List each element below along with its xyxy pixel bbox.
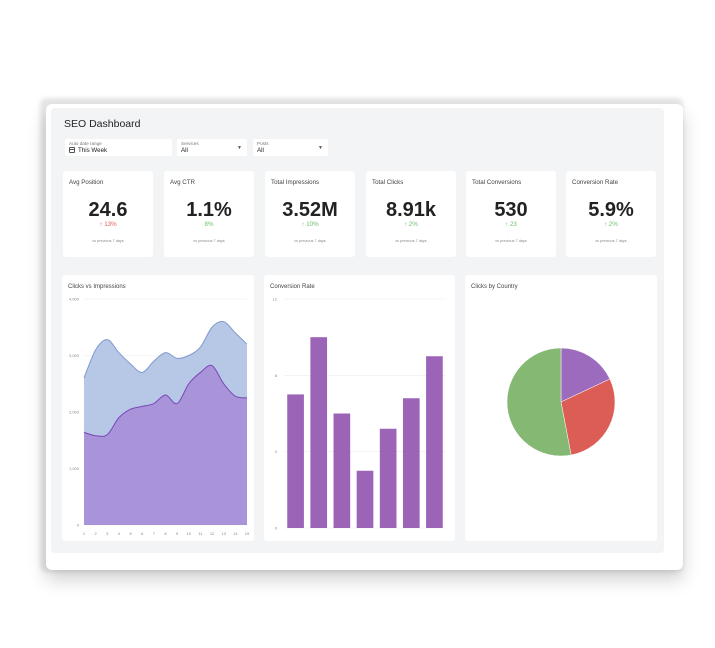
kpi-value: 8.91k — [385, 199, 437, 221]
kpi-card-total-conversions: Total Conversions 530 ↑ 23 vs previous 7… — [466, 171, 556, 257]
chevron-down-icon: ▼ — [237, 145, 242, 151]
kpi-value: 5.9% — [588, 199, 634, 221]
kpi-footnote: vs previous 7 days — [193, 239, 225, 243]
pie-chart — [506, 347, 616, 457]
bar — [426, 356, 443, 528]
calendar-icon — [69, 147, 75, 153]
date-range-label: Auto date range — [69, 141, 102, 146]
kpi-card-conversion-rate: Conversion Rate 5.9% ↑ 2% vs previous 7 … — [566, 171, 656, 257]
bar — [356, 470, 374, 528]
kpi-card-avg-ctr: Avg CTR 1.1% 8% vs previous 7 days — [164, 171, 254, 257]
clicks-by-country-panel: Clicks by Country — [465, 275, 657, 541]
bar-chart: 0 4 8 12 — [273, 297, 446, 531]
posts-filter[interactable]: Posts All ▼ — [253, 139, 328, 156]
y-tick-label: 8 — [275, 373, 278, 378]
x-tick-label: 4 — [118, 531, 121, 536]
bar — [402, 398, 420, 528]
kpi-card-avg-position: Avg Position 24.6 ↑ 13% vs previous 7 da… — [63, 171, 153, 257]
y-tick-label: 2,000 — [69, 410, 80, 415]
clicks-area — [84, 365, 247, 525]
y-tick-label: 0 — [77, 523, 80, 528]
x-tick-label: 11 — [198, 531, 203, 536]
posts-value: All — [257, 147, 264, 154]
kpi-label: Total Impressions — [271, 179, 320, 186]
kpi-footnote: vs previous 7 days — [92, 239, 124, 243]
kpi-footnote: vs previous 7 days — [294, 239, 326, 243]
kpi-label: Conversion Rate — [572, 179, 619, 186]
page-title: SEO Dashboard — [64, 118, 141, 130]
kpi-value: 24.6 — [88, 199, 128, 221]
kpi-value: 1.1% — [186, 199, 232, 221]
pie-slice — [506, 347, 572, 457]
services-label: Services — [181, 141, 199, 146]
x-tick-label: 6 — [141, 531, 144, 536]
x-tick-label: 7 — [153, 531, 156, 536]
chart-title: Clicks by Country — [471, 284, 518, 290]
pie-slice — [560, 378, 616, 456]
kpi-label: Total Clicks — [372, 179, 404, 186]
kpi-value: 3.52M — [282, 199, 338, 221]
bar — [379, 428, 397, 528]
conversion-rate-panel: Conversion Rate 0 4 8 12 — [264, 275, 455, 541]
kpi-footnote: vs previous 7 days — [495, 239, 527, 243]
x-tick-label: 14 — [233, 531, 238, 536]
x-tick-label: 5 — [129, 531, 132, 536]
y-tick-label: 4,000 — [69, 297, 80, 302]
x-tick-label: 15 — [245, 531, 250, 536]
kpi-delta: ↑ 13% — [99, 221, 117, 228]
kpi-delta: ↑ 23 — [505, 221, 517, 228]
kpi-delta: ↑ 10% — [301, 221, 319, 228]
x-tick-label: 2 — [95, 531, 98, 536]
y-tick-label: 3,000 — [69, 353, 80, 358]
x-tick-label: 13 — [221, 531, 226, 536]
kpi-delta: 8% — [204, 221, 214, 228]
date-range-filter[interactable]: Auto date range This Week — [65, 139, 172, 156]
x-tick-label: 10 — [187, 531, 192, 536]
kpi-value: 530 — [494, 199, 528, 221]
kpi-card-total-impressions: Total Impressions 3.52M ↑ 10% vs previou… — [265, 171, 355, 257]
y-tick-label: 4 — [275, 449, 278, 454]
bar — [310, 337, 328, 528]
chart-title: Clicks vs Impressions — [68, 284, 126, 290]
kpi-label: Avg CTR — [170, 179, 195, 186]
kpi-label: Total Conversions — [472, 179, 522, 186]
kpi-delta: ↑ 2% — [604, 221, 618, 228]
pie-slice — [560, 347, 611, 403]
bar — [287, 394, 304, 528]
x-tick-label: 12 — [210, 531, 215, 536]
x-tick-label: 1 — [83, 531, 86, 536]
kpi-footnote: vs previous 7 days — [595, 239, 627, 243]
y-tick-label: 1,000 — [69, 466, 80, 471]
x-tick-label: 8 — [164, 531, 167, 536]
y-tick-label: 0 — [275, 526, 278, 531]
date-range-value: This Week — [78, 147, 108, 154]
kpi-label: Avg Position — [69, 179, 104, 186]
kpi-footnote: vs previous 7 days — [395, 239, 427, 243]
x-tick-label: 9 — [176, 531, 179, 536]
clicks-vs-impressions-panel: Clicks vs Impressions 0 1,000 2,000 3,000 4,… — [62, 275, 254, 541]
chevron-down-icon: ▼ — [318, 145, 323, 151]
chart-title: Conversion Rate — [270, 284, 315, 290]
clicks-line — [83, 364, 248, 437]
kpi-delta: ↑ 2% — [404, 221, 418, 228]
services-filter[interactable]: Services All ▼ — [177, 139, 247, 156]
bar — [333, 413, 351, 528]
y-tick-label: 12 — [273, 297, 278, 302]
impressions-line — [83, 320, 248, 379]
kpi-card-total-clicks: Total Clicks 8.91k ↑ 2% vs previous 7 da… — [366, 171, 456, 257]
x-tick-label: 3 — [106, 531, 109, 536]
services-value: All — [181, 147, 188, 154]
posts-label: Posts — [257, 141, 269, 146]
